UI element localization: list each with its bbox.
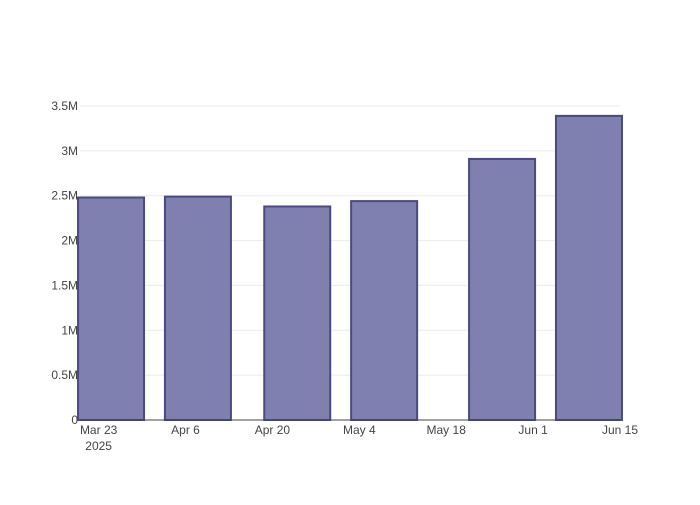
bar [163, 195, 232, 421]
y-tick-label: 0.5M [51, 368, 78, 382]
y-tick-label: 3.5M [51, 99, 78, 113]
x-tick-label: Jun 1 [518, 423, 548, 437]
x-tick-label: May 4 [343, 423, 376, 437]
bar [263, 205, 332, 421]
x-tick-label: Mar 23 [80, 423, 118, 437]
y-tick-label: 1.5M [51, 278, 78, 292]
x-tick-label: Apr 6 [171, 423, 200, 437]
bars [77, 114, 623, 422]
x-tick-sublabel: 2025 [85, 439, 112, 453]
x-tick-label: May 18 [427, 423, 467, 437]
bar [554, 114, 623, 422]
y-tick-label: 2.5M [51, 189, 78, 203]
bar [77, 196, 146, 421]
y-tick-label: 3M [61, 144, 78, 158]
bar [350, 200, 419, 421]
x-tick-label: Apr 20 [255, 423, 291, 437]
bar [468, 157, 537, 421]
x-tick-label: Jun 15 [602, 423, 638, 437]
y-tick-label: 1M [61, 323, 78, 337]
tick-labels: 0 0.5M 1M 1.5M 2M 2.5M 3M 3.5M Mar 23 2025 Apr 6 Ap… [51, 99, 638, 453]
y-tick-label: 0 [71, 413, 78, 427]
grid-lines [80, 105, 620, 376]
y-tick-label: 2M [61, 234, 78, 248]
